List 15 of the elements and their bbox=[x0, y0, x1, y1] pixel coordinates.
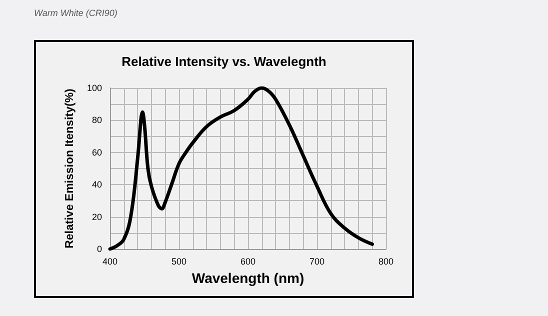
y-tick-label: 40 bbox=[92, 180, 102, 190]
y-tick-label: 100 bbox=[86, 83, 102, 93]
y-tick-label: 80 bbox=[92, 115, 102, 126]
y-tick-label: 0 bbox=[96, 244, 102, 254]
text: Warm White (CRI90) bbox=[34, 8, 118, 18]
y-tick-label: 20 bbox=[92, 212, 102, 222]
x-axis-title: Wavelength (nm) bbox=[192, 270, 304, 286]
x-tick-label: 500 bbox=[171, 256, 187, 266]
y-axis-title: Relative Emission Itensity(%) bbox=[64, 88, 76, 248]
x-tick-label: 600 bbox=[240, 256, 256, 266]
chart-title: Relative Intensity vs. Wavelegnth bbox=[122, 54, 326, 69]
x-tick-label: 700 bbox=[309, 256, 325, 266]
x-tick-label: 800 bbox=[378, 256, 394, 266]
x-tick-label: 400 bbox=[102, 256, 118, 266]
y-tick-label: 60 bbox=[92, 147, 102, 158]
